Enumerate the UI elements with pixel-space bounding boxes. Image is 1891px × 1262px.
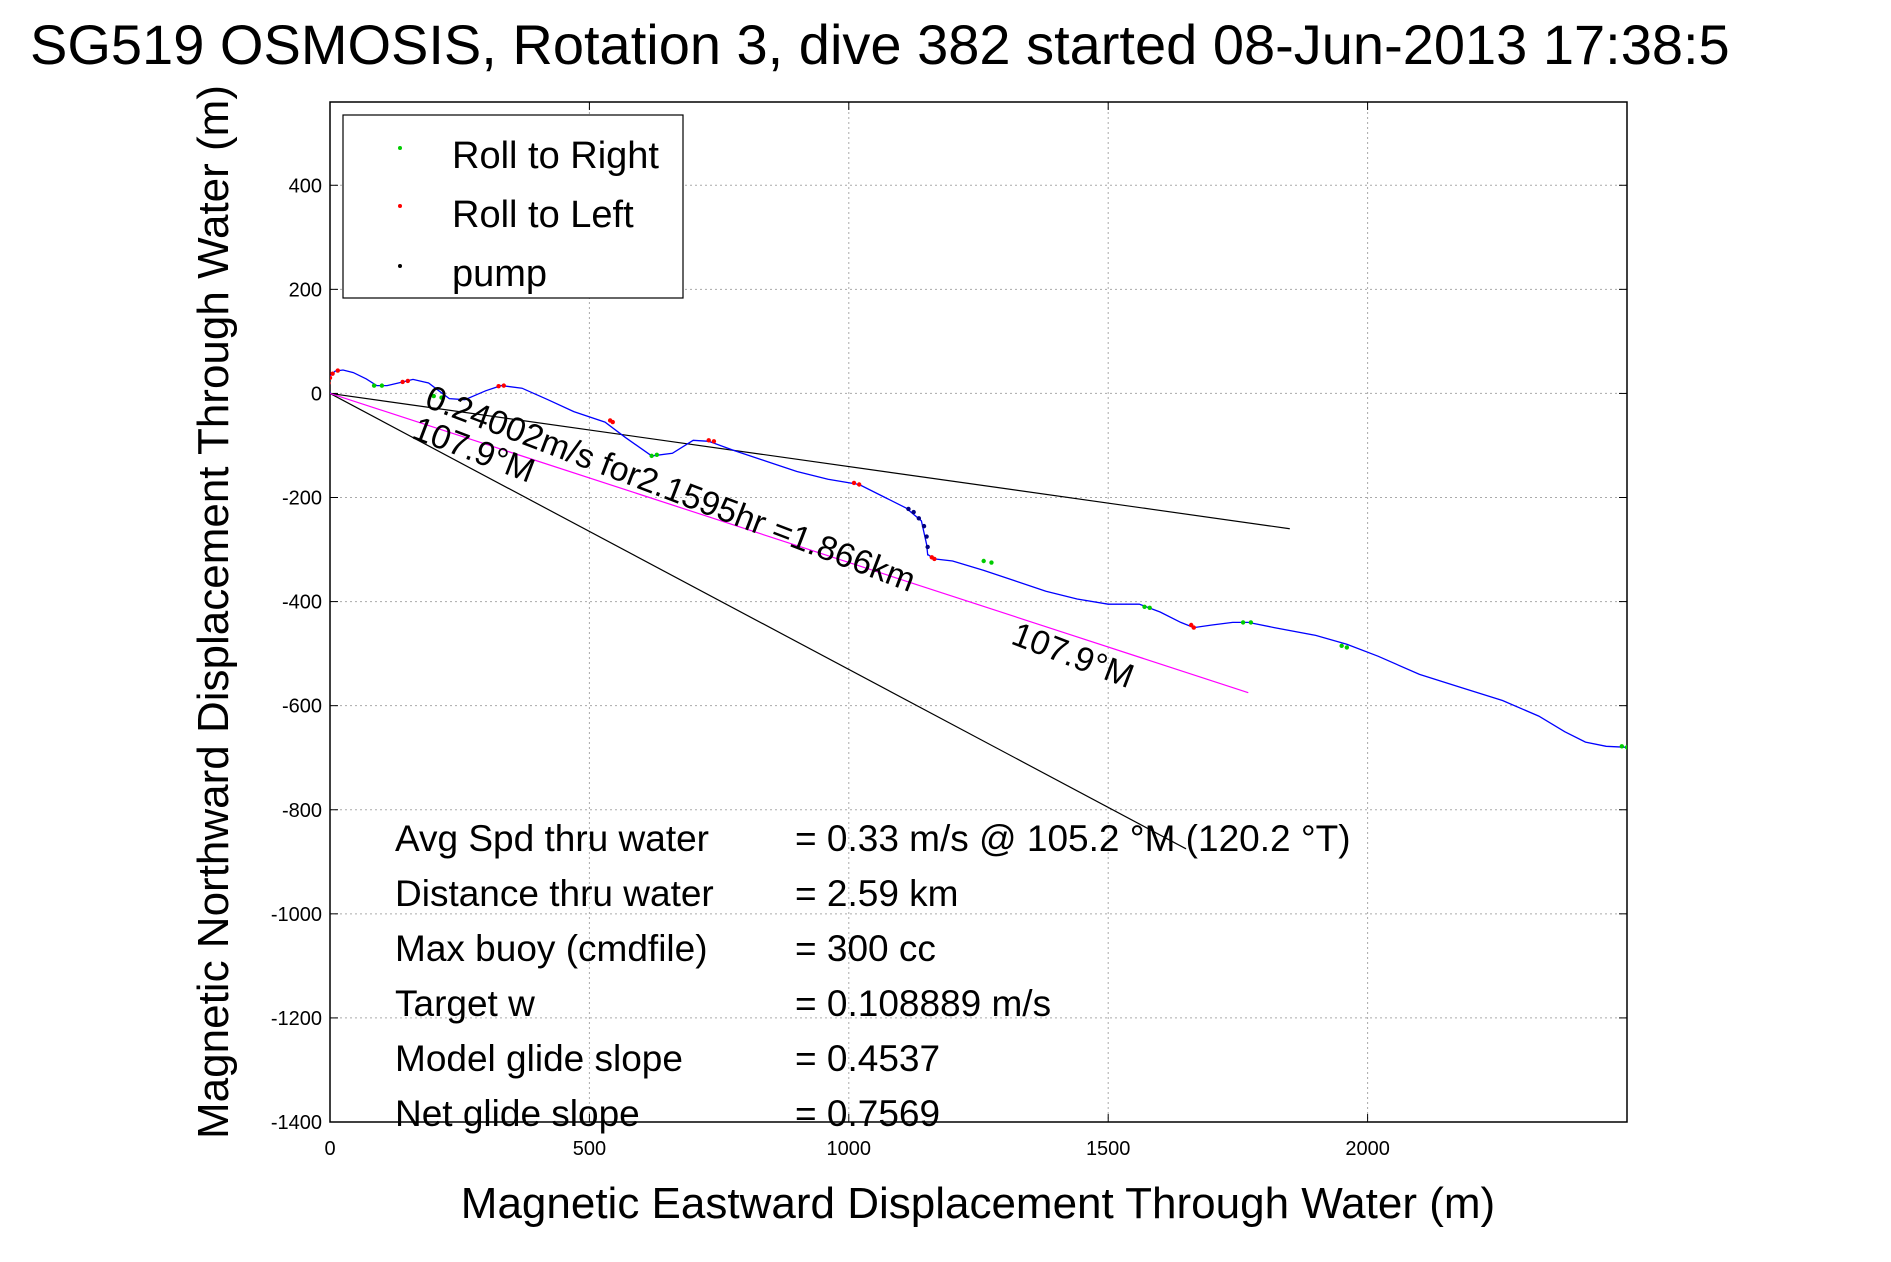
roll-right-marker [981,558,986,564]
x-tick-label: 0 [324,1138,335,1160]
roll-right-marker [1624,745,1627,750]
roll-left-marker [711,439,717,444]
roll-right-marker [654,452,660,458]
y-tick-label: -400 [282,592,322,614]
stat-value-distance: = 2.59 km [795,873,959,914]
legend-label-roll-right: Roll to Right [452,135,659,177]
roll-left-marker [1191,625,1197,630]
y-axis: 400 200 0 -200 -400 -600 -800 -1000 -1200 -1400 [271,175,1627,1134]
roll-right-marker [1339,643,1344,649]
x-tick-label: 500 [573,1138,606,1160]
roll-right-marker [1619,744,1625,749]
stat-label-max-buoy: Max buoy (cmdfile) [395,928,708,969]
roll-right-marker [431,393,436,399]
roll-left-marker [330,371,335,376]
roll-right-marker [989,560,994,565]
track-series [330,369,1627,748]
x-tick-label: 1500 [1086,1138,1131,1160]
y-tick-label: -200 [282,488,322,510]
roll-left-marker [610,419,615,425]
annotations: 0.24002m/s for2.1595hr =1.866km107.9°M10… [408,378,1139,696]
legend-label-pump: pump [452,253,547,295]
y-tick-label: -600 [282,696,322,718]
x-tick-label: 2000 [1345,1138,1390,1160]
y-axis-label: Magnetic Northward Displacement Through … [189,85,238,1139]
track-line [330,369,1627,748]
legend: Roll to Right Roll to Left pump [342,114,684,299]
roll-left-marker [330,381,331,385]
roll-left-marker [856,482,862,487]
annotation-heading-lower: 107.9°M [1007,615,1139,696]
y-tick-label: -1400 [271,1112,322,1134]
reference-lines [330,392,1290,850]
reference-line-magenta [330,392,1249,694]
stat-value-avg-speed: = 0.33 m/s @ 105.2 °M (120.2 °T) [795,818,1351,859]
y-tick-label: -800 [282,800,322,822]
roll-right-marker [649,453,654,459]
legend-marker-pump [398,264,402,268]
x-axis: 0 500 1000 1500 2000 [324,102,1390,1160]
legend-marker-roll-left [398,204,402,208]
stat-label-distance: Distance thru water [395,873,714,914]
reference-line-upper [330,392,1290,530]
pump-marker [925,544,930,550]
roll-left-marker [335,368,340,373]
stat-value-net-glide: = 0.7569 [795,1093,940,1134]
stat-label-target-w: Target w [395,983,535,1024]
y-tick-label: 400 [289,175,322,197]
roll-right-marker [379,383,385,388]
markers [330,368,1627,750]
chart-title: SG519 OSMOSIS, Rotation 3, dive 382 star… [30,13,1730,76]
stat-label-model-glide: Model glide slope [395,1038,683,1079]
pump-marker [921,523,927,529]
stats-panel: Avg Spd thru water = 0.33 m/s @ 105.2 °M… [395,818,1351,1134]
roll-right-marker [1248,620,1254,625]
roll-right-marker [1142,604,1147,609]
pump-marker [911,509,916,515]
x-tick-label: 1000 [827,1138,872,1160]
roll-left-marker [400,379,405,385]
pump-marker [924,534,929,539]
plot-area [330,368,1627,850]
roll-left-marker [851,480,857,486]
reference-line-lower [330,392,1187,850]
annotation-speed-distance: 0.24002m/s for2.1595hr =1.866km [421,378,921,599]
roll-right-marker [371,383,377,388]
stat-value-model-glide: = 0.4537 [795,1038,940,1079]
stat-label-net-glide: Net glide slope [395,1093,640,1134]
y-tick-label: -1000 [271,904,322,926]
roll-right-marker [1344,645,1350,650]
x-axis-label: Magnetic Eastward Displacement Through W… [461,1179,1495,1228]
y-tick-label: 200 [289,279,322,301]
roll-right-marker [1147,605,1152,611]
roll-left-marker [496,383,501,389]
roll-left-marker [501,383,506,388]
plot-frame [329,101,1628,1123]
pump-marker [916,516,922,521]
roll-right-marker [439,395,444,400]
stat-value-max-buoy: = 300 cc [795,928,936,969]
pump-marker [906,506,911,512]
y-tick-label: 0 [311,383,322,405]
roll-left-marker [706,438,711,443]
roll-left-marker [932,556,937,562]
roll-left-marker [330,375,333,381]
y-tick-label: -1200 [271,1008,322,1030]
stat-label-avg-speed: Avg Spd thru water [395,818,709,859]
roll-right-marker [1240,620,1246,625]
legend-label-roll-left: Roll to Left [452,194,634,236]
legend-marker-roll-right [398,146,402,150]
stat-value-target-w: = 0.108889 m/s [795,983,1051,1024]
roll-left-marker [405,378,411,384]
